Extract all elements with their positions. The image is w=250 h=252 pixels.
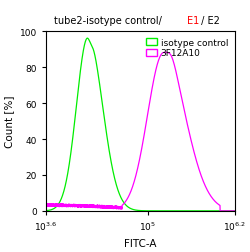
Y-axis label: Count [%]: Count [%]: [4, 96, 14, 148]
Text: tube2-isotype control/: tube2-isotype control/: [54, 16, 164, 26]
Legend: isotype control, 3F12A10: isotype control, 3F12A10: [144, 37, 230, 60]
X-axis label: FITC-A: FITC-A: [124, 238, 156, 248]
Text: E1: E1: [186, 16, 199, 26]
Text: tube2-isotype control/ E1 / E2: tube2-isotype control/ E1 / E2: [68, 17, 213, 27]
Text: / E2: / E2: [198, 16, 220, 26]
